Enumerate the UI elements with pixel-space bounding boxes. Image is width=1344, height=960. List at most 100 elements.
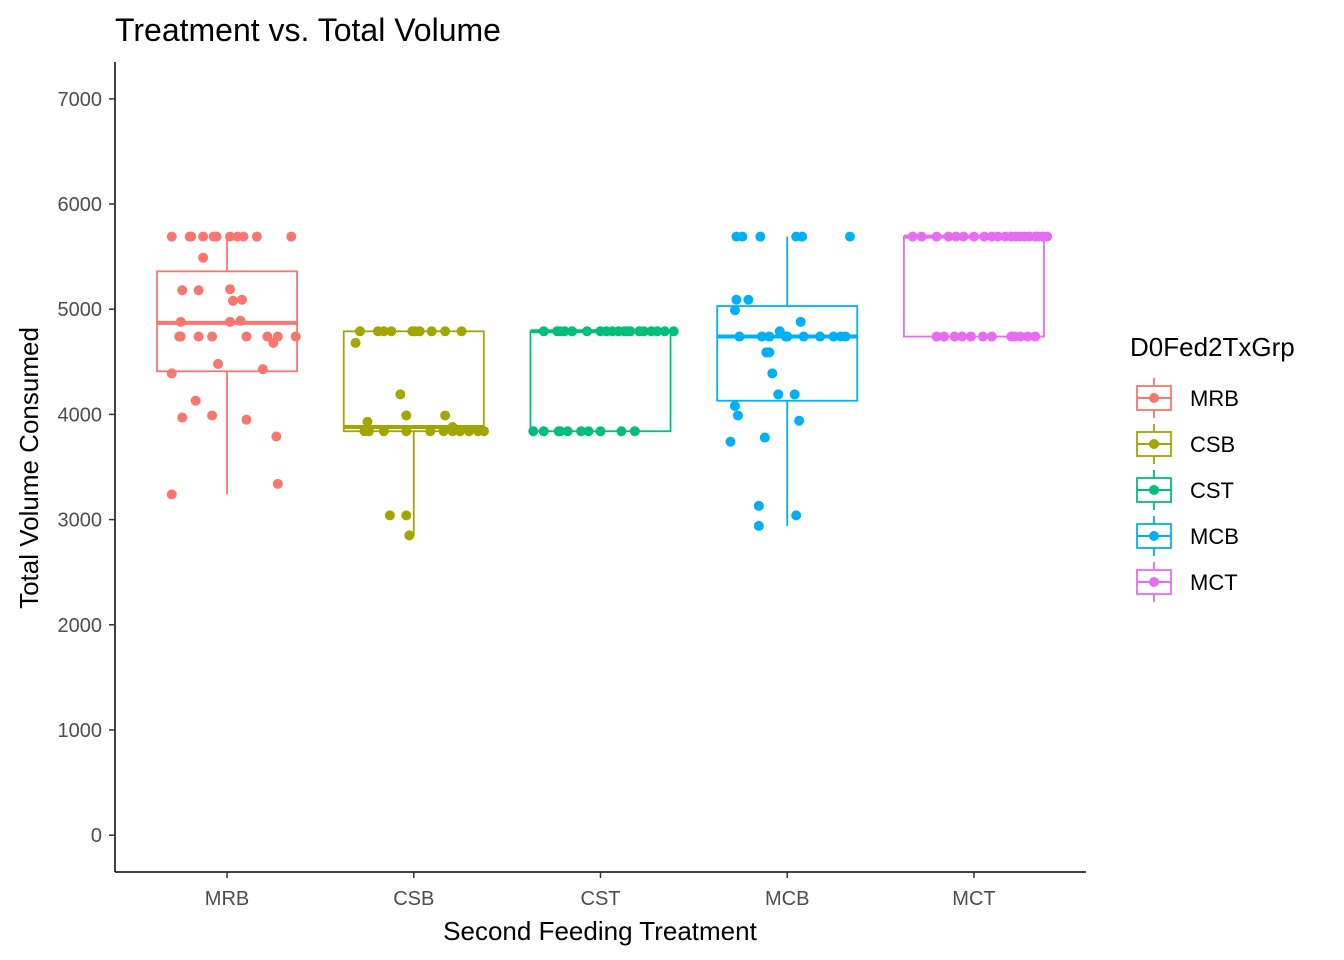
data-point bbox=[236, 294, 247, 305]
y-axis-title: Total Volume Consumed bbox=[14, 327, 44, 609]
box-mrb bbox=[156, 236, 298, 495]
data-point bbox=[753, 500, 764, 511]
data-point bbox=[759, 432, 770, 443]
points-mrb bbox=[166, 231, 301, 500]
data-point bbox=[386, 326, 397, 337]
data-point bbox=[193, 331, 204, 342]
data-point bbox=[652, 326, 663, 337]
data-point bbox=[426, 326, 437, 337]
data-point bbox=[198, 252, 209, 263]
box-iqr bbox=[342, 330, 485, 433]
data-point bbox=[193, 285, 204, 296]
data-point bbox=[350, 337, 361, 348]
data-point bbox=[198, 231, 209, 242]
data-point bbox=[286, 231, 297, 242]
data-point bbox=[616, 426, 627, 437]
data-point bbox=[290, 331, 301, 342]
box-iqr bbox=[903, 235, 1045, 338]
data-point bbox=[732, 410, 743, 421]
data-point bbox=[186, 231, 197, 242]
data-point bbox=[931, 331, 942, 342]
data-point bbox=[362, 416, 373, 427]
y-tick-label: 1000 bbox=[58, 720, 103, 742]
data-point bbox=[395, 389, 406, 400]
data-point bbox=[213, 358, 224, 369]
points-cst bbox=[528, 326, 679, 437]
data-point bbox=[986, 331, 997, 342]
data-point bbox=[595, 426, 606, 437]
data-point bbox=[238, 231, 249, 242]
data-point bbox=[755, 231, 766, 242]
box-cst bbox=[529, 329, 672, 433]
data-point bbox=[659, 326, 670, 337]
data-point bbox=[538, 426, 549, 437]
x-tick-label: MCB bbox=[765, 888, 809, 910]
data-point bbox=[582, 326, 593, 337]
data-point bbox=[668, 326, 679, 337]
data-point bbox=[174, 331, 185, 342]
legend-item-mrb: MRB bbox=[1136, 378, 1239, 418]
data-point bbox=[761, 347, 772, 358]
data-point bbox=[797, 231, 808, 242]
data-point bbox=[473, 426, 484, 437]
data-point bbox=[1022, 331, 1033, 342]
data-point bbox=[404, 530, 415, 541]
data-point bbox=[166, 231, 177, 242]
legend-key-point bbox=[1149, 393, 1159, 403]
box-iqr bbox=[529, 330, 672, 433]
y-tick-label: 3000 bbox=[58, 510, 103, 532]
legend-label: CST bbox=[1190, 478, 1234, 503]
data-point bbox=[791, 510, 802, 521]
box-mcb bbox=[716, 236, 859, 526]
legend-item-csb: CSB bbox=[1136, 424, 1235, 464]
data-point bbox=[729, 305, 740, 316]
y-tick-label: 4000 bbox=[58, 404, 103, 426]
data-point bbox=[235, 315, 246, 326]
data-point bbox=[764, 331, 775, 342]
data-point bbox=[844, 231, 855, 242]
data-point bbox=[401, 426, 412, 437]
data-point bbox=[211, 231, 222, 242]
legend-key-point bbox=[1149, 577, 1159, 587]
data-point bbox=[241, 414, 252, 425]
data-point bbox=[378, 326, 389, 337]
data-point bbox=[743, 294, 754, 305]
data-point bbox=[455, 426, 466, 437]
y-axis-ticks: 0 1000 2000 3000 4000 5000 6000 7000 bbox=[58, 89, 115, 847]
data-point bbox=[166, 368, 177, 379]
data-point bbox=[559, 326, 570, 337]
legend-key-point bbox=[1149, 531, 1159, 541]
x-tick-label: MRB bbox=[205, 888, 249, 910]
data-point bbox=[836, 331, 847, 342]
legend-label: MCB bbox=[1190, 524, 1239, 549]
y-tick-label: 0 bbox=[91, 825, 102, 847]
data-point bbox=[931, 231, 942, 242]
data-point bbox=[1015, 331, 1026, 342]
legend-item-mct: MCT bbox=[1136, 562, 1238, 602]
data-point bbox=[957, 331, 968, 342]
data-point bbox=[965, 331, 976, 342]
points-mct bbox=[907, 231, 1053, 342]
data-point bbox=[782, 331, 793, 342]
plot-area bbox=[156, 231, 1053, 541]
data-point bbox=[753, 520, 764, 531]
data-point bbox=[538, 326, 549, 337]
box-mct bbox=[903, 234, 1045, 338]
data-point bbox=[794, 415, 805, 426]
chart-title: Treatment vs. Total Volume bbox=[115, 12, 501, 48]
data-point bbox=[773, 389, 784, 400]
data-point bbox=[271, 431, 282, 442]
data-point bbox=[734, 331, 745, 342]
data-point bbox=[456, 326, 467, 337]
data-point bbox=[992, 231, 1003, 242]
points-csb bbox=[350, 326, 489, 541]
data-point bbox=[756, 331, 767, 342]
data-point bbox=[207, 410, 218, 421]
data-point bbox=[464, 426, 475, 437]
data-point bbox=[257, 364, 268, 375]
data-point bbox=[968, 231, 979, 242]
data-point bbox=[177, 285, 188, 296]
legend-label: CSB bbox=[1190, 432, 1235, 457]
data-point bbox=[583, 426, 594, 437]
